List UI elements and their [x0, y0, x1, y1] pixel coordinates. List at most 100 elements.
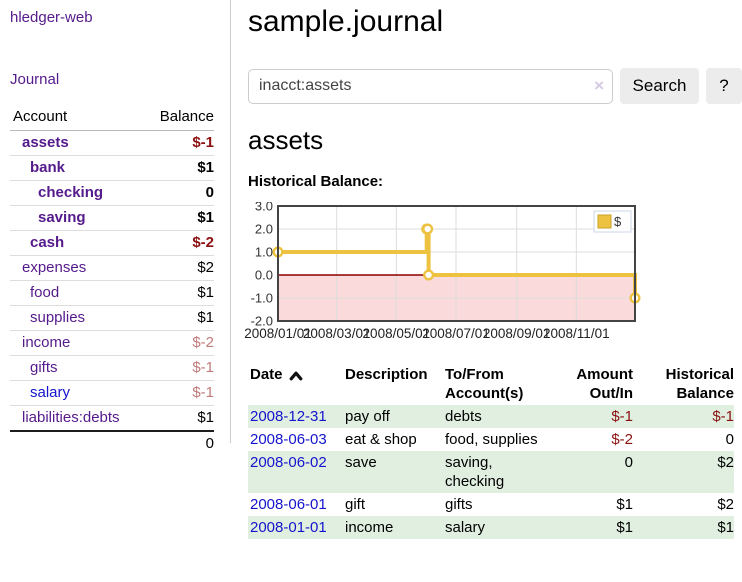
account-row: liabilities:debts $1	[10, 405, 214, 431]
account-link[interactable]: saving	[38, 209, 86, 226]
account-heading: assets	[248, 125, 324, 155]
account-row: assets $-1	[10, 131, 214, 156]
chart-x-tick-label: 2008/01/01	[244, 326, 312, 341]
help-button[interactable]: ?	[705, 68, 742, 104]
register-balance: 0	[725, 431, 734, 448]
chart-border	[277, 205, 636, 322]
account-balance: $1	[144, 280, 214, 306]
register-header-row: Date Description To/From Account(s) Amou…	[248, 363, 734, 405]
register-description: save	[345, 454, 377, 471]
chart-point-marker	[423, 269, 435, 281]
register-row: 2008-06-01 gift gifts $1 $2	[248, 493, 734, 516]
register-header-amount: Amount Out/In	[576, 366, 633, 402]
page-title: sample.journal	[248, 5, 444, 38]
account-balance: $-2	[144, 330, 214, 356]
balance-chart-svg: $3.0 2.0 1.0 0.0 -1.0 -2.02008/01/012008/03/0…	[244, 199, 641, 341]
register-header-accounts: To/From Account(s)	[445, 366, 524, 402]
chart-point-marker	[422, 223, 434, 235]
register-header-date-label: Date	[250, 366, 283, 383]
register-accounts: saving, checking	[445, 454, 505, 490]
account-balance: 0	[144, 180, 214, 206]
chart-title: Historical Balance:	[248, 173, 384, 190]
sort-asc-icon[interactable]	[289, 370, 303, 382]
register-row: 2008-06-03 eat & shop food, supplies $-2 0	[248, 428, 734, 451]
register-description: eat & shop	[345, 431, 417, 448]
register-amount: $-1	[611, 408, 633, 425]
register-amount: $-2	[611, 431, 633, 448]
sidebar: hledger-web Journal Account Balance asse…	[0, 0, 231, 456]
account-link[interactable]: assets	[22, 134, 69, 151]
register-balance: $2	[717, 454, 734, 471]
account-row: food $1	[10, 280, 214, 306]
account-row: bank $1	[10, 155, 214, 181]
accounts-table: Account Balance assets $-1 bank $1 checking 0…	[10, 105, 214, 456]
register-balance: $2	[717, 496, 734, 513]
account-link[interactable]: liabilities:debts	[22, 409, 120, 426]
register-date-link[interactable]: 2008-06-03	[250, 431, 327, 448]
register-table: Date Description To/From Account(s) Amou…	[248, 363, 734, 539]
account-balance: $1	[144, 205, 214, 231]
balance-chart: $3.0 2.0 1.0 0.0 -1.0 -2.0 2008/01/01 2008/03/0…	[242, 199, 644, 348]
account-balance: $-1	[192, 134, 214, 151]
register-balance: $-1	[712, 408, 734, 425]
chart-y-tick-label: 0.0	[255, 268, 273, 283]
chart-y-tick-label: 2.0	[255, 222, 273, 237]
chart-y-tick-label: -2.0	[251, 314, 273, 329]
search-form: × Search ?	[248, 68, 742, 104]
accounts-header-account: Account	[10, 105, 144, 131]
chart-x-tick-label: 2008/05/01	[363, 326, 431, 341]
register-date-link[interactable]: 2008-01-01	[250, 519, 327, 536]
account-balance: $-1	[144, 380, 214, 406]
search-button[interactable]: Search	[620, 68, 699, 104]
chart-y-tick-label: 3.0	[255, 202, 273, 214]
accounts-header-balance: Balance	[144, 105, 214, 131]
register-header-description: Description	[345, 366, 428, 383]
register-date-link[interactable]: 2008-06-01	[250, 496, 327, 513]
account-balance: $2	[144, 255, 214, 281]
register-amount: $1	[616, 519, 633, 536]
account-link[interactable]: expenses	[22, 259, 87, 276]
register-row: 2008-01-01 income salary $1 $1	[248, 516, 734, 539]
chart-y-tick-label: -1.0	[251, 291, 273, 306]
register-date-link[interactable]: 2008-12-31	[250, 408, 327, 425]
chart-x-tick-label: 2008/09/01	[483, 326, 551, 341]
account-balance: $1	[144, 305, 214, 331]
register-row: 2008-06-02 save saving, checking 0 $2	[248, 451, 734, 493]
chart-x-tick-label: 2008/03/01	[303, 326, 371, 341]
account-link[interactable]: checking	[38, 184, 104, 201]
account-balance: $-2	[144, 230, 214, 256]
account-balance: $-1	[144, 355, 214, 381]
register-amount: 0	[624, 454, 633, 471]
account-row: salary $-1	[10, 380, 214, 406]
account-link[interactable]: food	[30, 284, 60, 301]
account-link[interactable]: gifts	[30, 359, 58, 376]
account-link[interactable]: supplies	[30, 309, 86, 326]
search-input-wrap: ×	[248, 68, 613, 104]
chart-x-tick-label: 2008/07/01	[422, 326, 490, 341]
nav-journal-link[interactable]: Journal	[10, 71, 60, 88]
chart-legend-swatch	[597, 214, 612, 229]
register-accounts: debts	[445, 408, 482, 425]
chart-y-tick-label: 1.0	[255, 245, 273, 260]
register-header-date[interactable]: Date	[248, 363, 345, 405]
register-date-link[interactable]: 2008-06-02	[250, 454, 327, 471]
register-accounts: food, supplies	[445, 431, 538, 448]
account-balance: $1	[144, 155, 214, 181]
account-link[interactable]: bank	[30, 159, 66, 176]
main-content: sample.journal × Search ? assets Histori…	[244, 0, 742, 539]
chart-legend-label: $	[614, 214, 622, 229]
accounts-total-value: 0	[144, 430, 214, 456]
register-description: income	[345, 519, 394, 536]
account-link[interactable]: income	[22, 334, 71, 351]
register-accounts: salary	[445, 519, 486, 536]
brand-link[interactable]: hledger-web	[10, 9, 93, 26]
account-link[interactable]: cash	[30, 234, 65, 251]
account-row: gifts $-1	[10, 355, 214, 381]
account-row: cash $-2	[10, 230, 214, 256]
register-row: 2008-12-31 pay off debts $-1 $-1	[248, 405, 734, 428]
search-input[interactable]	[248, 68, 613, 104]
account-total-row: 0	[10, 430, 214, 456]
register-description: pay off	[345, 408, 390, 425]
clear-search-icon[interactable]: ×	[594, 75, 604, 95]
account-link[interactable]: salary	[30, 384, 71, 401]
